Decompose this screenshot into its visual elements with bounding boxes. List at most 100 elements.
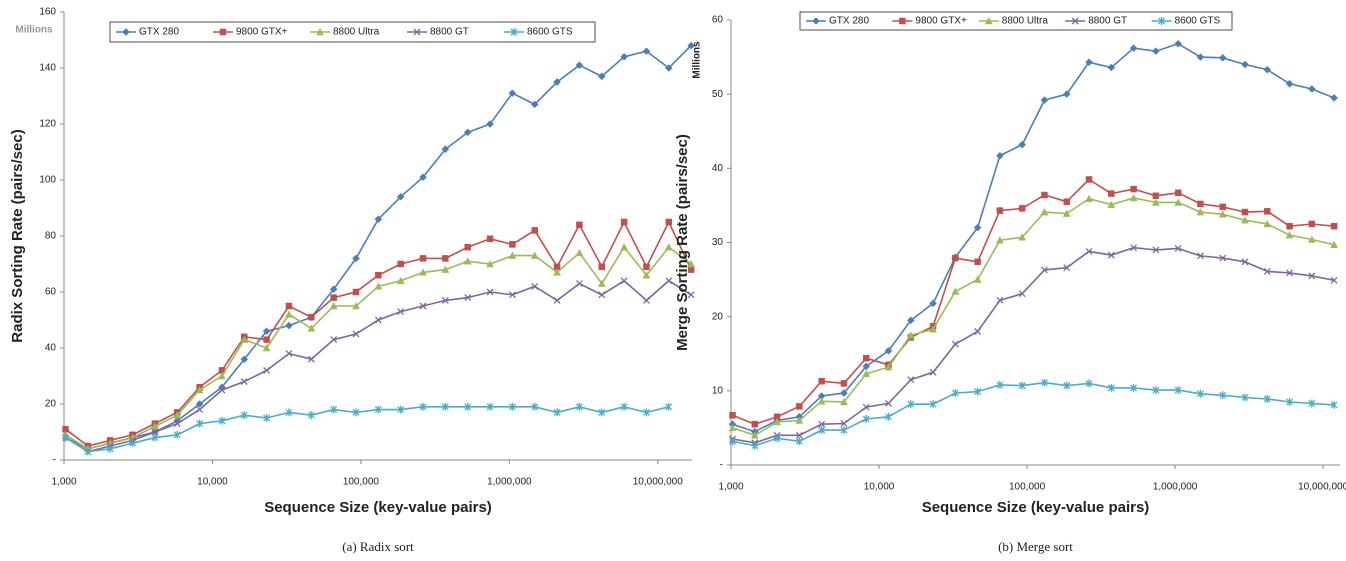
marker [974,258,981,266]
marker [1285,231,1294,239]
x-tick-label: 1,000 [718,482,743,493]
marker [240,411,248,420]
marker [441,296,449,304]
marker [1085,194,1093,202]
marker [441,145,450,154]
marker [643,296,650,304]
marker [1085,176,1093,183]
marker [1174,39,1183,48]
marker [329,301,338,310]
unit-label: Millions [15,25,53,36]
marker [263,336,270,343]
x-tick-label: 1,000,000 [487,477,532,488]
legend-label: 9800 GTX+ [915,16,967,27]
marker [530,251,539,259]
marker [665,277,673,285]
legend-label: GTX 280 [139,27,179,38]
legend-box [799,11,1233,31]
marker [218,386,226,394]
marker [729,437,736,446]
marker [508,402,516,411]
y-tick-label: - [720,460,723,471]
caption: (b) Merge sort [998,539,1073,554]
marker [307,411,315,420]
marker [598,291,606,299]
marker [374,282,383,290]
marker [508,251,517,259]
series-line [732,42,1335,433]
marker [862,354,870,362]
marker [1129,44,1138,53]
y-tick-label: 40 [712,163,724,174]
marker [643,263,650,271]
marker [620,277,628,285]
marker [419,302,427,310]
marker [974,387,982,396]
marker [419,255,427,262]
legend-marker [812,17,820,25]
marker [929,299,937,308]
marker [1018,205,1026,212]
marker [1152,386,1160,395]
marker [486,288,494,296]
marker [397,405,405,414]
marker [862,403,870,411]
marker [795,416,804,424]
marker [1219,203,1226,211]
marker [1107,251,1115,259]
marker [795,431,803,439]
marker [1062,209,1071,217]
marker [642,47,651,56]
marker [240,378,248,386]
legend-label: 8800 GT [1088,16,1127,27]
marker [643,408,650,417]
marker [285,321,293,330]
marker [150,422,159,430]
marker [464,243,471,251]
marker [240,335,249,343]
marker [1041,378,1048,387]
marker [817,397,826,405]
marker [352,408,360,417]
marker [62,433,69,442]
legend-label: GTX 280 [829,16,869,27]
marker [795,437,803,446]
marker [1330,240,1339,248]
marker [1241,208,1249,216]
x-tick-label: 10,000 [197,477,228,488]
marker [486,235,494,243]
marker [1040,208,1049,216]
marker [1196,53,1205,61]
y-tick-label: 80 [45,231,57,242]
marker [1107,200,1116,208]
marker [1018,290,1026,298]
marker [195,385,204,394]
marker [464,294,472,302]
marker [1241,216,1249,224]
marker [1330,222,1338,230]
marker [729,412,736,419]
series-line [65,279,692,453]
marker [1330,400,1338,409]
marker [907,400,915,409]
marker [687,259,696,268]
legend-label: 9800 GTX+ [236,27,288,38]
marker [285,408,293,417]
y-tick-label: 20 [45,399,57,410]
y-tick-label: 140 [39,63,56,74]
marker [1330,94,1338,102]
marker [620,402,628,411]
marker [173,420,181,428]
marker [665,218,673,226]
marker [195,400,204,408]
marker [464,402,472,411]
marker [396,192,405,201]
marker [129,439,137,448]
marker [952,254,959,262]
marker [1107,383,1115,392]
marker [397,308,405,316]
marker [263,414,271,422]
marker [307,355,315,363]
marker [352,301,360,310]
marker [486,402,494,411]
